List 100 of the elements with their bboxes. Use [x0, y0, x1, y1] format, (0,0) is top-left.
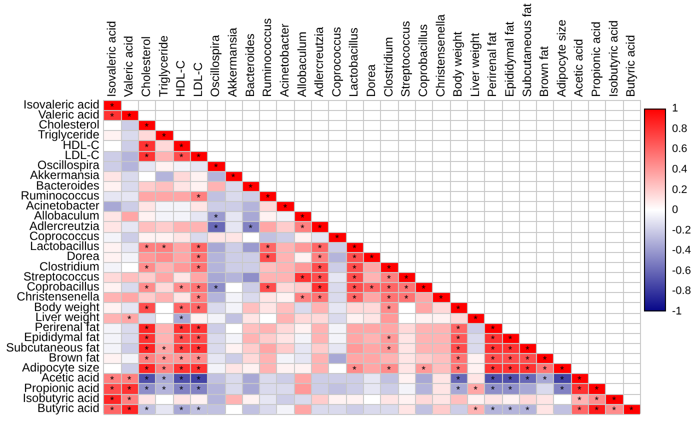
data-label: *	[577, 395, 582, 406]
data-label: *	[144, 344, 149, 356]
data-label: *	[196, 244, 201, 255]
data-label: *	[404, 294, 408, 306]
data-label: *	[214, 213, 218, 224]
data-label: *	[283, 203, 288, 214]
data-label: *	[144, 244, 149, 255]
data-label: *	[456, 375, 460, 386]
data-label: *	[162, 132, 166, 144]
data-label: *	[594, 395, 599, 406]
data-label: *	[196, 152, 201, 164]
data-label: *	[127, 405, 132, 416]
x-tick-label: Subcutaneous fat	[520, 2, 534, 97]
data-label: *	[196, 304, 201, 316]
data-label: *	[144, 264, 149, 275]
data-label: *	[387, 294, 392, 306]
data-label: *	[144, 385, 149, 396]
data-label: *	[456, 354, 460, 366]
data-label: *	[196, 324, 201, 336]
data-label: *	[110, 375, 114, 386]
data-label: *	[456, 334, 460, 346]
data-label: *	[144, 152, 149, 164]
data-label: *	[318, 254, 322, 265]
data-label: *	[422, 284, 426, 296]
data-label: *	[127, 395, 132, 406]
data-label: *	[179, 152, 184, 164]
data-label: *	[318, 244, 322, 255]
data-label: *	[300, 223, 305, 234]
data-label: *	[490, 334, 495, 346]
data-label: *	[594, 385, 599, 396]
color-bar-label: -0.2	[672, 224, 691, 236]
data-label: *	[144, 142, 149, 154]
data-label: *	[162, 365, 166, 376]
x-tick-label: Triglyceride	[156, 35, 170, 97]
data-label: *	[127, 375, 132, 386]
data-label: *	[508, 375, 512, 386]
data-label: *	[370, 254, 374, 265]
data-label: *	[456, 304, 460, 316]
data-label: *	[162, 385, 166, 396]
data-label: *	[196, 294, 201, 306]
data-label: *	[474, 405, 478, 416]
data-label: *	[214, 223, 218, 234]
data-label: *	[508, 405, 512, 416]
data-label: *	[196, 284, 201, 296]
data-label: *	[526, 365, 530, 376]
data-label: *	[387, 365, 392, 376]
data-label: *	[144, 324, 149, 336]
data-label: *	[179, 304, 184, 316]
data-label: *	[144, 354, 149, 366]
data-label: *	[422, 365, 426, 376]
data-label: *	[370, 284, 374, 296]
y-tick-label: Bacteroides	[36, 178, 100, 192]
data-label: *	[144, 122, 149, 134]
data-label: *	[196, 405, 201, 416]
data-label: *	[490, 324, 495, 336]
data-label: *	[110, 405, 114, 416]
data-label: *	[266, 284, 270, 296]
x-tick-label: Christensenella	[433, 14, 448, 97]
data-label: *	[127, 385, 132, 396]
data-label: *	[110, 385, 114, 396]
color-bar-label: 0.6	[672, 143, 688, 156]
data-label: *	[196, 192, 201, 204]
data-label: *	[404, 284, 408, 296]
x-tick-label: Body weight	[450, 30, 465, 97]
data-label: *	[490, 375, 495, 386]
data-label: *	[490, 344, 495, 356]
data-label: *	[542, 365, 547, 376]
data-label: *	[456, 365, 460, 376]
data-label: *	[456, 344, 460, 356]
data-label: *	[196, 264, 201, 275]
data-label: *	[162, 244, 166, 255]
data-label: *	[110, 102, 114, 113]
data-label: *	[560, 375, 564, 386]
data-label: *	[248, 223, 253, 234]
data-label: *	[144, 334, 149, 346]
data-label: *	[179, 365, 184, 376]
data-label: *	[144, 365, 149, 376]
data-label: *	[300, 274, 305, 285]
data-label: *	[352, 264, 356, 275]
data-label: *	[318, 274, 322, 285]
data-label: *	[612, 405, 616, 416]
x-tick-label: Adipocyte size	[554, 19, 568, 97]
x-tick-label: Epididymal fat	[502, 20, 516, 97]
data-label: *	[526, 344, 530, 356]
data-label: *	[179, 314, 184, 326]
color-bar-label: 1	[672, 102, 678, 115]
data-label: *	[162, 344, 166, 356]
data-label: *	[387, 274, 392, 285]
x-tick-label: Streptococcus	[398, 20, 413, 97]
data-label: *	[196, 375, 201, 386]
data-label: *	[179, 385, 184, 396]
data-label: *	[508, 385, 512, 396]
data-label: *	[266, 254, 270, 265]
data-label: *	[526, 375, 530, 386]
data-label: *	[318, 223, 322, 234]
data-label: *	[456, 385, 460, 396]
data-label: *	[231, 172, 236, 184]
data-label: *	[474, 314, 478, 326]
data-label: *	[266, 244, 270, 255]
color-bar-label: 0.2	[672, 184, 688, 196]
